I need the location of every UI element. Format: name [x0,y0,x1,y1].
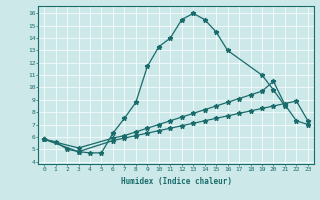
X-axis label: Humidex (Indice chaleur): Humidex (Indice chaleur) [121,177,231,186]
